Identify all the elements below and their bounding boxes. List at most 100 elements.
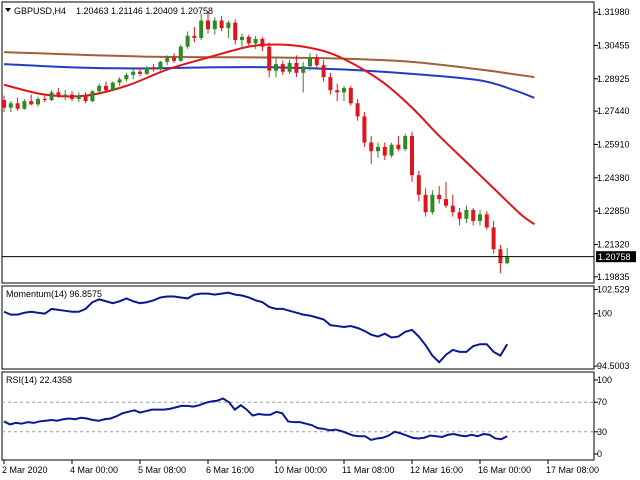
candle-body xyxy=(362,116,367,143)
candle-body xyxy=(8,103,13,108)
current-price-label: 1.20758 xyxy=(598,252,631,262)
candle-body xyxy=(42,98,47,101)
rsi-tick-label: 0 xyxy=(597,449,602,459)
candle-body xyxy=(348,88,353,104)
candle-body xyxy=(117,79,122,83)
candle-body xyxy=(369,142,374,152)
candle-body xyxy=(151,67,156,70)
candle-body xyxy=(328,77,333,91)
candle-body xyxy=(76,95,81,99)
candle-body xyxy=(437,194,442,200)
candle-body xyxy=(29,101,34,105)
price-tick-label: 1.31980 xyxy=(597,7,630,17)
candle-body xyxy=(206,20,210,30)
candle-body xyxy=(321,65,326,78)
price-tick-label: 1.21320 xyxy=(597,239,630,249)
rsi-line xyxy=(3,397,508,442)
price-tick-marks: 1.31980 1.30455 1.28925 1.27440 1.25910 1.243… xyxy=(594,7,630,282)
candle-body xyxy=(376,146,380,152)
time-tick-label: 17 Mar 08:00 xyxy=(546,465,599,475)
candle-body xyxy=(287,62,292,72)
candle-body xyxy=(178,46,183,61)
time-tick-label: 11 Mar 08:00 xyxy=(342,465,394,475)
momentum-title: Momentum(14) 96.8575 xyxy=(6,289,102,299)
rsi-title: RSI(14) 22.4358 xyxy=(6,375,72,385)
candle-body xyxy=(389,144,394,156)
candle-body xyxy=(444,199,448,206)
candle-body xyxy=(416,175,421,195)
time-tick-label: 10 Mar 00:00 xyxy=(274,465,327,475)
price-tick-label: 1.27440 xyxy=(597,106,630,116)
candle-body xyxy=(301,66,306,73)
momentum-panel[interactable]: 102.529 100 94.5003 Momentum(14) 96.8575 xyxy=(1,285,630,372)
candle-body xyxy=(450,205,455,213)
candle-body xyxy=(36,98,40,105)
candle-body xyxy=(165,57,170,62)
candle-body xyxy=(430,194,435,213)
candle-body xyxy=(15,103,20,109)
momentum-series xyxy=(3,291,509,364)
rsi-tick-label: 100 xyxy=(597,375,612,385)
candle-body xyxy=(335,90,340,93)
candle-body xyxy=(2,100,6,108)
candle-body xyxy=(233,22,238,41)
candle-body xyxy=(246,36,251,44)
candle-body xyxy=(491,227,496,250)
candle-body xyxy=(124,74,129,80)
price-panel-frame xyxy=(1,1,595,284)
candle-body xyxy=(144,67,149,74)
candle-body xyxy=(267,46,272,71)
candle-body xyxy=(484,214,489,228)
momentum-tick-label: 94.5003 xyxy=(597,361,630,371)
candle-body xyxy=(83,95,88,102)
symbol-title: GBPUSD,H4 xyxy=(14,6,66,16)
candle-body xyxy=(253,39,258,44)
candle-body xyxy=(158,61,163,70)
candle-body xyxy=(49,92,54,101)
time-tick-label: 2 Mar 2020 xyxy=(2,465,48,475)
candle-body xyxy=(274,64,278,71)
candlesticks xyxy=(2,11,510,274)
momentum-line xyxy=(3,291,509,364)
rsi-tick-labels: 100 70 30 0 xyxy=(594,375,612,459)
candle-body xyxy=(355,103,360,117)
ohlc-values: 1.20463 1.21146 1.20409 1.20758 xyxy=(76,6,213,16)
rsi-tick-label: 70 xyxy=(597,397,607,407)
momentum-tick-label: 100 xyxy=(597,309,612,319)
price-tick-label: 1.19835 xyxy=(597,272,630,282)
candle-body xyxy=(185,35,190,47)
rsi-level-lines xyxy=(2,401,594,433)
candle-body xyxy=(199,20,204,38)
candle-body xyxy=(478,214,482,221)
rsi-panel[interactable]: 100 70 30 0 RSI(14) 22.4358 xyxy=(1,371,612,461)
candle-body xyxy=(131,71,136,75)
price-panel[interactable]: 1.31980 1.30455 1.28925 1.27440 1.25910 1.243… xyxy=(1,1,636,284)
time-tick-label: 5 Mar 08:00 xyxy=(138,465,186,475)
candle-body xyxy=(104,85,108,91)
price-tick-label: 1.28925 xyxy=(597,74,630,84)
candle-body xyxy=(110,82,115,91)
price-tick-label: 1.22850 xyxy=(597,206,630,216)
moving-average-red xyxy=(3,43,535,226)
candle-body xyxy=(22,101,27,109)
candle-body xyxy=(314,57,319,66)
candle-body xyxy=(396,144,401,150)
candle-body xyxy=(226,22,231,29)
candle-body xyxy=(457,212,462,219)
time-tick-label: 6 Mar 16:00 xyxy=(206,465,254,475)
candle-body xyxy=(240,36,244,41)
dropdown-triangle-icon[interactable] xyxy=(5,8,11,12)
candle-body xyxy=(90,91,95,102)
rsi-panel-frame xyxy=(1,371,595,461)
momentum-tick-labels: 102.529 100 94.5003 xyxy=(594,285,630,371)
candle-body xyxy=(192,35,197,38)
candle-body xyxy=(56,92,61,96)
candle-body xyxy=(138,71,142,74)
candle-body xyxy=(97,85,102,92)
candle-body xyxy=(410,135,414,176)
candle-body xyxy=(308,57,312,67)
current-price-label-box xyxy=(596,251,636,263)
candle-body xyxy=(382,146,387,156)
moving-average-brown xyxy=(3,51,535,79)
